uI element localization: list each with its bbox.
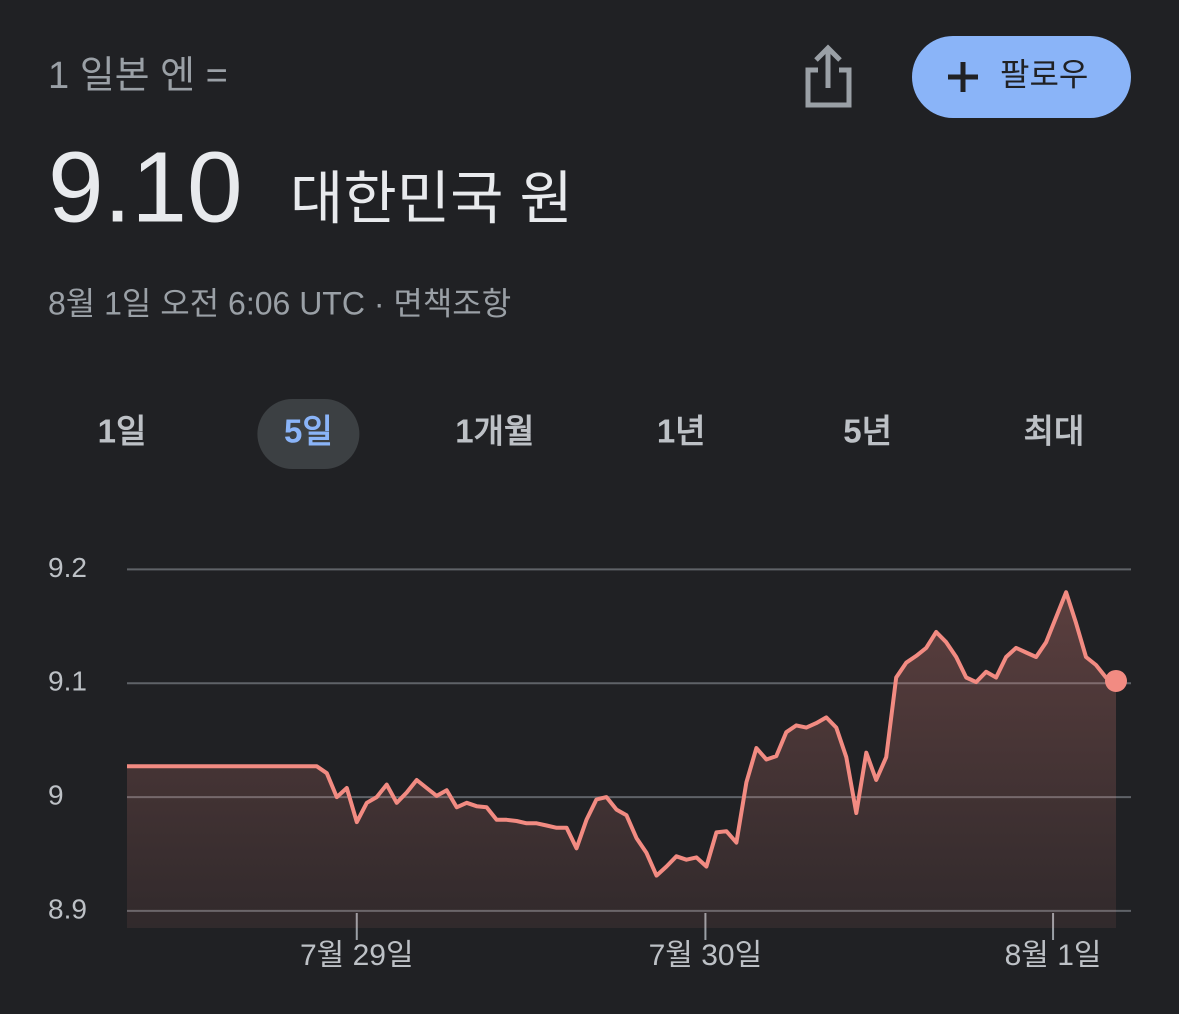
- y-tick-label: 9: [48, 779, 64, 810]
- tab[interactable]: 5년: [843, 413, 892, 450]
- currency-name: 대한민국 원: [290, 166, 573, 231]
- timestamp: 8월 1일 오전 6:06 UTC · 면책조항: [48, 285, 511, 321]
- y-tick-label: 8.9: [48, 893, 87, 924]
- tab[interactable]: 1개월: [455, 413, 534, 450]
- plus-icon: [948, 62, 978, 92]
- tab[interactable]: 5일: [284, 413, 333, 450]
- share-button[interactable]: [805, 44, 852, 108]
- y-tick-label: 9.1: [48, 666, 87, 697]
- tab[interactable]: 1일: [98, 413, 147, 450]
- x-tick-label: 7월 29일: [300, 939, 414, 972]
- tab[interactable]: 1년: [657, 413, 706, 450]
- rate-value: 9.10: [48, 131, 243, 243]
- tab[interactable]: 최대: [1024, 413, 1085, 450]
- area: [127, 592, 1116, 928]
- y-tick-label: 9.2: [48, 552, 87, 583]
- x-tick-label: 8월 1일: [1005, 939, 1102, 972]
- follow-label: 팔로우: [1000, 56, 1088, 92]
- price-line: [127, 590, 1117, 878]
- last-point: [1105, 669, 1127, 692]
- follow-button[interactable]: [912, 36, 1131, 118]
- tab-selected-bg: [257, 399, 360, 469]
- x-tick-label: 7월 30일: [649, 939, 763, 972]
- conversion-label: 1 일본 엔 =: [48, 55, 228, 97]
